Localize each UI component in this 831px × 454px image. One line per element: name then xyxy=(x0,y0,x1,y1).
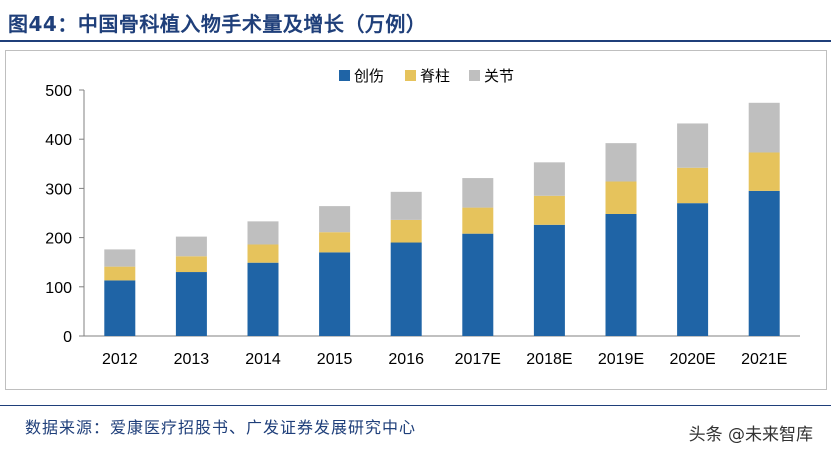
y-axis: 0 100 200 300 400 500 xyxy=(45,83,85,346)
bar-segment xyxy=(104,280,136,336)
bar-segment xyxy=(319,252,351,336)
bar-segment xyxy=(462,207,494,234)
bar-segment xyxy=(104,266,136,281)
bar-segment xyxy=(390,242,422,336)
bar-segment xyxy=(605,143,637,182)
bar-segment xyxy=(533,162,565,196)
legend: 创伤 脊柱 关节 xyxy=(339,67,514,85)
bar-segment xyxy=(247,221,279,245)
x-axis: 2012 2013 2014 2015 2016 2017E 2018E 2019E 2020E… xyxy=(84,335,800,368)
legend-swatch xyxy=(339,70,350,81)
x-tick-label: 2017E xyxy=(455,351,501,368)
x-tick-label: 2012 xyxy=(102,351,138,368)
bar-segment xyxy=(748,190,780,336)
y-tick-label: 300 xyxy=(45,181,72,198)
bar-segment xyxy=(605,181,637,214)
bar-segment xyxy=(462,178,494,208)
x-tick-label: 2020E xyxy=(669,351,715,368)
bar-segment xyxy=(247,262,279,336)
y-tick-label: 500 xyxy=(45,83,72,100)
x-tick-label: 2021E xyxy=(741,351,787,368)
bar-segment xyxy=(104,249,136,267)
y-tick-label: 100 xyxy=(45,280,72,297)
source-divider xyxy=(0,405,831,406)
watermark: 头条 @未来智库 xyxy=(688,425,813,445)
legend-label: 创伤 xyxy=(354,67,384,85)
bar-segment xyxy=(390,219,422,243)
bar-segment xyxy=(175,272,207,336)
bar-segment xyxy=(175,236,207,257)
source-note: 数据来源：爱康医疗招股书、广发证券发展研究中心 xyxy=(25,418,417,437)
bar-segment xyxy=(319,206,351,233)
bar-segment xyxy=(247,244,279,263)
bar-segment xyxy=(677,167,709,204)
x-tick-label: 2018E xyxy=(526,351,572,368)
bar-segment xyxy=(748,152,780,191)
bars xyxy=(104,102,780,336)
bar-segment xyxy=(319,232,351,253)
bar-segment xyxy=(390,191,422,220)
bar-segment xyxy=(605,213,637,336)
chart-title: 图44：中国骨科植入物手术量及增长（万例） xyxy=(8,12,427,36)
bar-segment xyxy=(677,203,709,336)
y-tick-label: 400 xyxy=(45,132,72,149)
x-tick-label: 2019E xyxy=(598,351,644,368)
title-divider xyxy=(0,40,831,42)
bar-segment xyxy=(175,256,207,273)
bar-segment xyxy=(533,224,565,336)
bar-segment xyxy=(462,233,494,336)
x-tick-label: 2015 xyxy=(317,351,353,368)
bar-segment xyxy=(677,123,709,168)
bar-segment xyxy=(533,195,565,225)
y-tick-label: 200 xyxy=(45,231,72,248)
y-tick-label: 0 xyxy=(63,329,72,346)
legend-label: 关节 xyxy=(484,67,514,85)
x-tick-label: 2014 xyxy=(245,351,281,368)
legend-label: 脊柱 xyxy=(420,67,450,85)
legend-swatch xyxy=(405,70,416,81)
legend-swatch xyxy=(469,70,480,81)
chart-frame xyxy=(5,50,827,390)
bar-segment xyxy=(748,102,780,153)
x-tick-label: 2013 xyxy=(174,351,210,368)
x-tick-label: 2016 xyxy=(388,351,424,368)
